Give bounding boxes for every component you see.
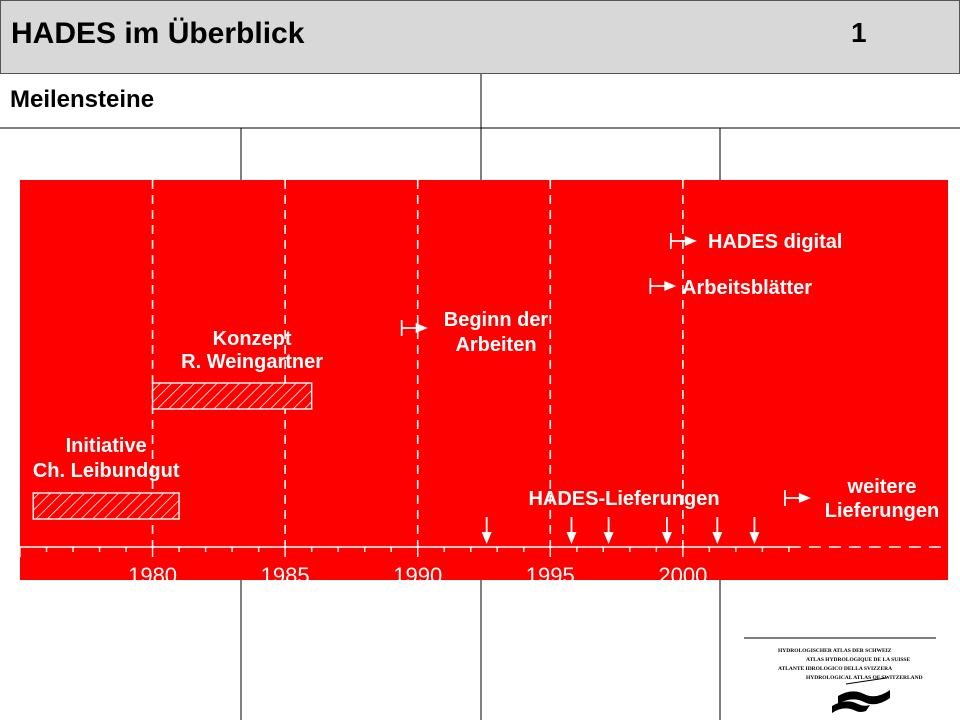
axis-label-1980: 1980 xyxy=(128,563,177,588)
logo-line-2: ATLAS HYDROLOGIQUE DE LA SUISSE xyxy=(806,657,910,663)
milestone-hades-digital-head xyxy=(684,236,697,246)
period-bar-konzept xyxy=(151,382,313,410)
logo-wave-icon xyxy=(832,677,890,713)
year-axis: 1980 1985 1990 1995 2000 xyxy=(19,546,948,588)
title-bar: HADES im Überblick 1 xyxy=(0,0,960,74)
axis-label-2000: 2000 xyxy=(658,563,707,588)
delivery-arrow-head xyxy=(749,532,760,544)
milestone-label-beginn: Arbeiten xyxy=(455,334,536,356)
milestone-label-beginn: Beginn der xyxy=(444,309,549,331)
period-label-konzept: Konzept xyxy=(213,328,292,350)
period-label-initiative: Ch. Leibundgut xyxy=(33,460,180,482)
logo-line-1: HYDROLOGISCHER ATLAS DER SCHWEIZ xyxy=(778,648,892,654)
period-bar-initiative xyxy=(32,492,180,520)
delivery-arrow-head xyxy=(712,532,723,544)
axis-label-1990: 1990 xyxy=(393,563,442,588)
delivery-arrow-head xyxy=(566,532,577,544)
further-deliveries-head xyxy=(798,493,811,503)
milestone-arbeitsblaetter-head xyxy=(664,281,677,291)
further-deliveries-label: Lieferungen xyxy=(825,500,939,522)
logo-line-4: HYDROLOGICAL ATLAS OF SWITZERLAND xyxy=(806,675,923,681)
axis-label-1995: 1995 xyxy=(526,563,575,588)
logo-line-3: ATLANTE IDROLOGICO DELLA SVIZZERA xyxy=(778,666,892,672)
delivery-arrow-head xyxy=(481,532,492,544)
period-label-initiative: Initiative xyxy=(66,435,147,457)
slide-title: HADES im Überblick xyxy=(11,17,305,50)
further-deliveries-label: weitere xyxy=(847,476,917,498)
period-label-konzept: R. Weingartner xyxy=(181,351,323,373)
axis-label-1985: 1985 xyxy=(261,563,310,588)
milestone-beginn-head xyxy=(415,323,428,333)
delivery-arrow-head xyxy=(661,532,672,544)
milestone-label-hades-digital: HADES digital xyxy=(708,231,842,253)
deliveries-label: HADES-Lieferungen xyxy=(528,488,719,510)
delivery-arrow-head xyxy=(603,532,614,544)
page-number: 1 xyxy=(851,17,867,48)
milestone-label-arbeitsblaetter: Arbeitsblätter xyxy=(682,277,812,299)
slide-subtitle: Meilensteine xyxy=(10,86,155,113)
hades-logo: HYDROLOGISCHER ATLAS DER SCHWEIZ ATLAS H… xyxy=(744,637,936,713)
milestone-markers: HADES digital Arbeitsblätter Beginn der Arb… xyxy=(400,231,842,356)
